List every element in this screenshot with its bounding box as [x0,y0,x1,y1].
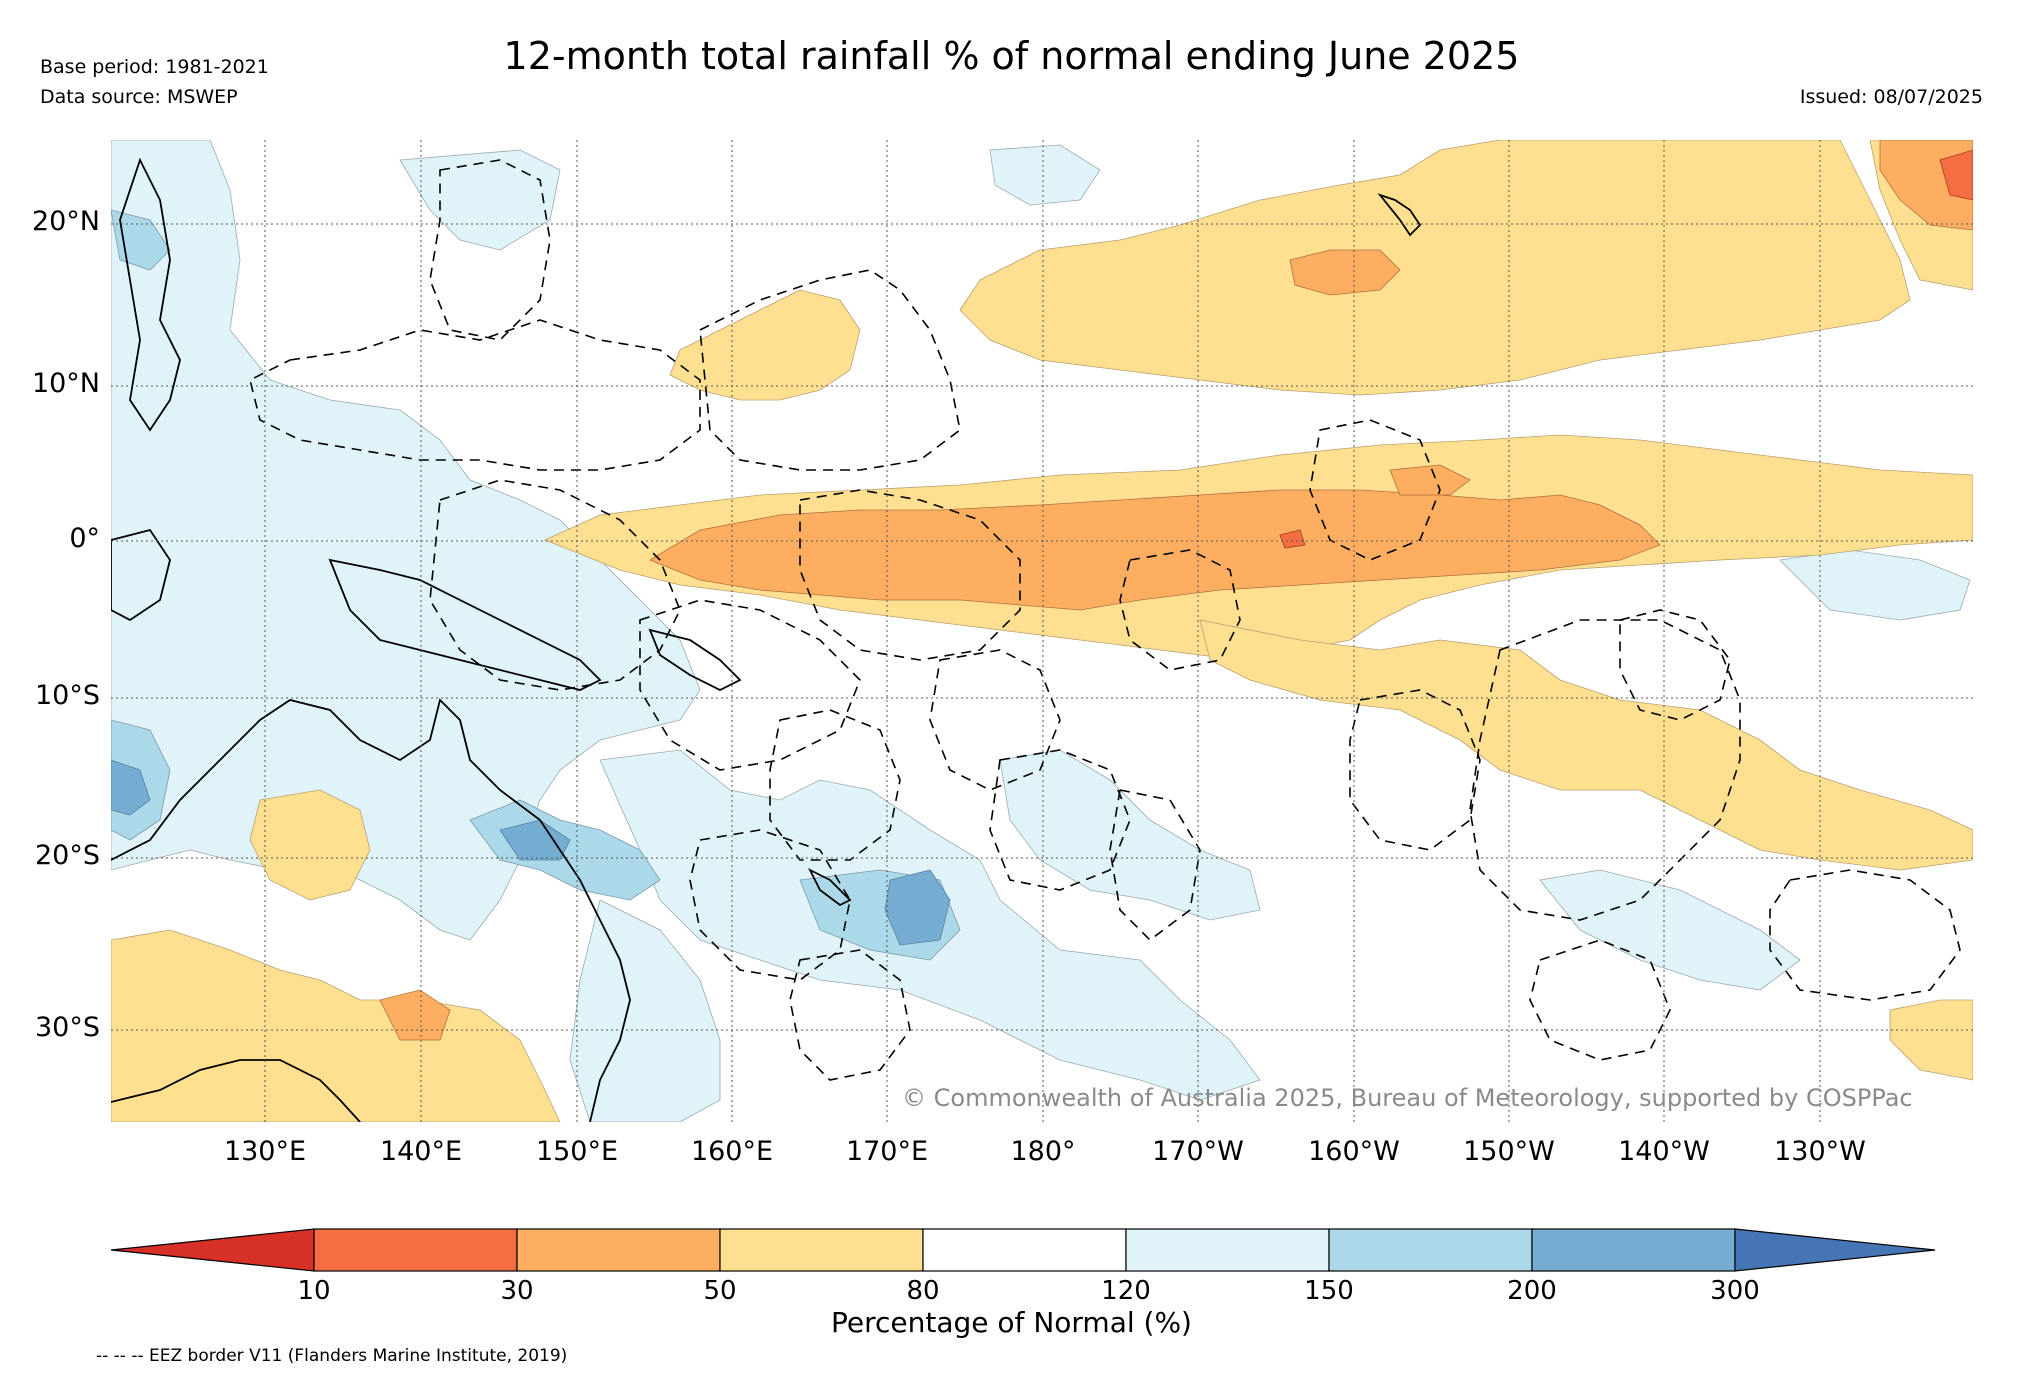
coast-australia [111,698,631,1122]
colorbar-tick-50: 50 [703,1276,737,1306]
extreme-wet-region-qld [499,819,571,861]
coast-borneo [111,528,171,622]
lon-label-170e: 170°E [845,1136,929,1167]
eez-kiribati-phoenix [1119,549,1241,671]
lat-label-10n: 10°N [31,368,100,399]
lat-label-0: 0° [69,523,100,554]
extreme-wet-region-west [111,759,151,816]
coast-hawaii [1377,193,1422,237]
lon-label-160w: 160°W [1308,1136,1400,1167]
eez-cook [1349,689,1481,851]
dry-region-nt [249,789,371,901]
wet-region-equator-east [1779,549,1971,621]
extreme-wet-region-vanuatu [884,869,951,946]
colorbar-tick-200: 200 [1507,1276,1557,1306]
eez-fsm [249,319,701,471]
wet-region-central-south [1539,869,1801,991]
eez-tonga [1109,789,1201,942]
dry-region-south-central [1199,619,1973,871]
eez-marquesas [1619,609,1731,721]
lon-label-140w: 140°W [1618,1136,1710,1167]
lat-label-20s: 20°S [35,840,100,871]
colorbar-label: Percentage of Normal (%) [831,1306,1192,1339]
eez-kiribati-west [799,489,1021,661]
eez-borders [249,159,1961,1081]
eez-fiji [989,749,1131,891]
lon-label-160e: 160°E [690,1136,774,1167]
lon-label-140e: 140°E [379,1136,463,1167]
base-period-text: Base period: 1981-2021 [40,56,269,78]
lon-label-170w: 170°W [1152,1136,1244,1167]
lon-label-180: 180° [1010,1136,1076,1167]
eez-pitcairn [1769,869,1961,1001]
eez-marshall [699,269,961,471]
colorbar-tick-10: 10 [297,1276,331,1306]
eez-french-polynesia [1469,619,1741,921]
eez-png [429,479,681,691]
very-dry-region-australia [379,989,451,1041]
coast-newcal [807,867,852,907]
eez-guam [429,159,551,341]
colorbar-tick-80: 80 [906,1276,940,1306]
data-source-text: Data source: MSWEP [40,86,238,108]
lon-label-150e: 150°E [535,1136,619,1167]
colorbar-tick-30: 30 [500,1276,534,1306]
eez-tuvalu [929,649,1061,791]
dry-region-east-south [1889,999,1973,1081]
map-title: 12-month total rainfall % of normal endi… [503,34,1520,78]
eez-newcal [689,829,851,981]
coast-philippines [119,157,181,432]
colorbar-tick-120: 120 [1101,1276,1151,1306]
lat-label-30s: 30°S [35,1012,100,1043]
issued-date-text: Issued: 08/07/2025 [1799,86,1983,108]
colorbar-tick-300: 300 [1710,1276,1760,1306]
eez-nz-north [789,949,911,1081]
eez-solomons [639,599,861,771]
extreme-dry-region-equator [1279,529,1306,549]
wet-region-hawaii [989,144,1101,206]
lat-label-10s: 10°S [35,680,100,711]
copyright-watermark: © Commonwealth of Australia 2025, Bureau… [902,1084,1913,1112]
lat-label-20n: 20°N [31,206,100,237]
eez-vanuatu [769,709,901,861]
very-dry-region-north [1289,249,1401,296]
extreme-dry-region-ne [1939,149,1973,201]
eez-kiribati-line [1309,419,1441,561]
lon-label-130e: 130°E [223,1136,307,1167]
coast-south-australia [111,1059,361,1122]
coast-solomons [648,628,742,692]
lon-label-130w: 130°W [1774,1136,1866,1167]
lon-label-150w: 150°W [1463,1136,1555,1167]
colorbar-tick-150: 150 [1304,1276,1354,1306]
eez-border-note: -- -- -- EEZ border V11 (Flanders Marine… [96,1346,568,1366]
very-dry-region-equatorial [649,489,1661,611]
graticule [111,140,1973,1122]
very-dry-region-line-is [1389,464,1471,496]
